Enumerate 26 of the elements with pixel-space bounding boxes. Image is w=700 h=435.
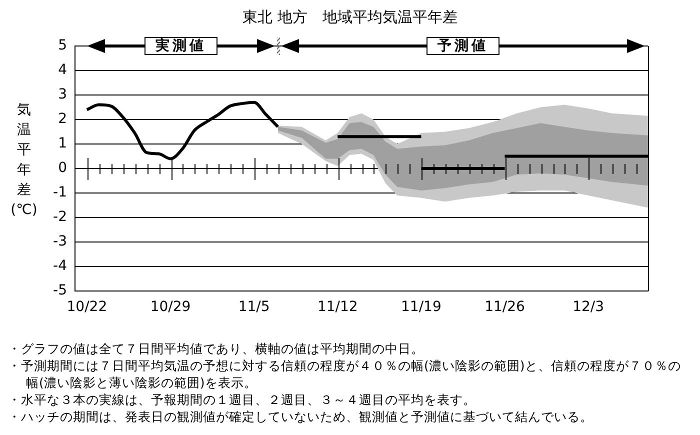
chart-title: 東北 地方 地域平均気温平年差 — [242, 8, 458, 27]
x-tick-label: 11/19 — [401, 299, 442, 316]
x-tick-label: 10/29 — [150, 299, 191, 316]
y-tick-label: -4 — [53, 258, 68, 274]
x-tick-label: 10/22 — [66, 299, 108, 316]
text: ・水平な３本の実線は、予報期間の１週目、２週目、３～４週目の平均を表す。 — [8, 391, 477, 408]
y-tick-label: -3 — [53, 234, 67, 250]
x-tick-label: 12/3 — [572, 299, 604, 316]
y-tick-label: 4 — [58, 62, 68, 78]
y-axis-title: 気温平年差(℃) — [10, 101, 38, 220]
annotation: 予測値 — [426, 37, 500, 55]
annotation: 実測値 — [144, 37, 218, 55]
y-tick-label: 3 — [58, 86, 67, 103]
y-tick-label: -2 — [53, 209, 67, 226]
y-tick-label: -1 — [53, 184, 67, 201]
y-tick-label: 2 — [58, 111, 67, 128]
y-tick-label: 1 — [58, 136, 67, 152]
y-tick-label: 0 — [58, 160, 67, 176]
x-tick-label: 11/26 — [484, 299, 526, 316]
x-tick-label: 11/12 — [317, 299, 358, 316]
text: ・ハッチの期間は、発表日の観測値が確定していないため、観測値と予測値に基づいて結んでいる。 — [8, 408, 594, 425]
y-tick-label: 5 — [58, 38, 67, 54]
text: ・グラフの値は全て７日間平均値であり、横軸の値は平均期間の中日。 — [8, 340, 425, 357]
text: ・予測期間には７日間平均気温の予想に対する信頼の程度が４０％の幅(濃い陰影の範囲)と、信頼の程度が７０％の幅(濃い陰影と薄い陰影の範囲)を表示。 — [8, 357, 682, 391]
x-tick-label: 11/5 — [238, 299, 270, 316]
y-tick-label: -5 — [53, 282, 67, 299]
